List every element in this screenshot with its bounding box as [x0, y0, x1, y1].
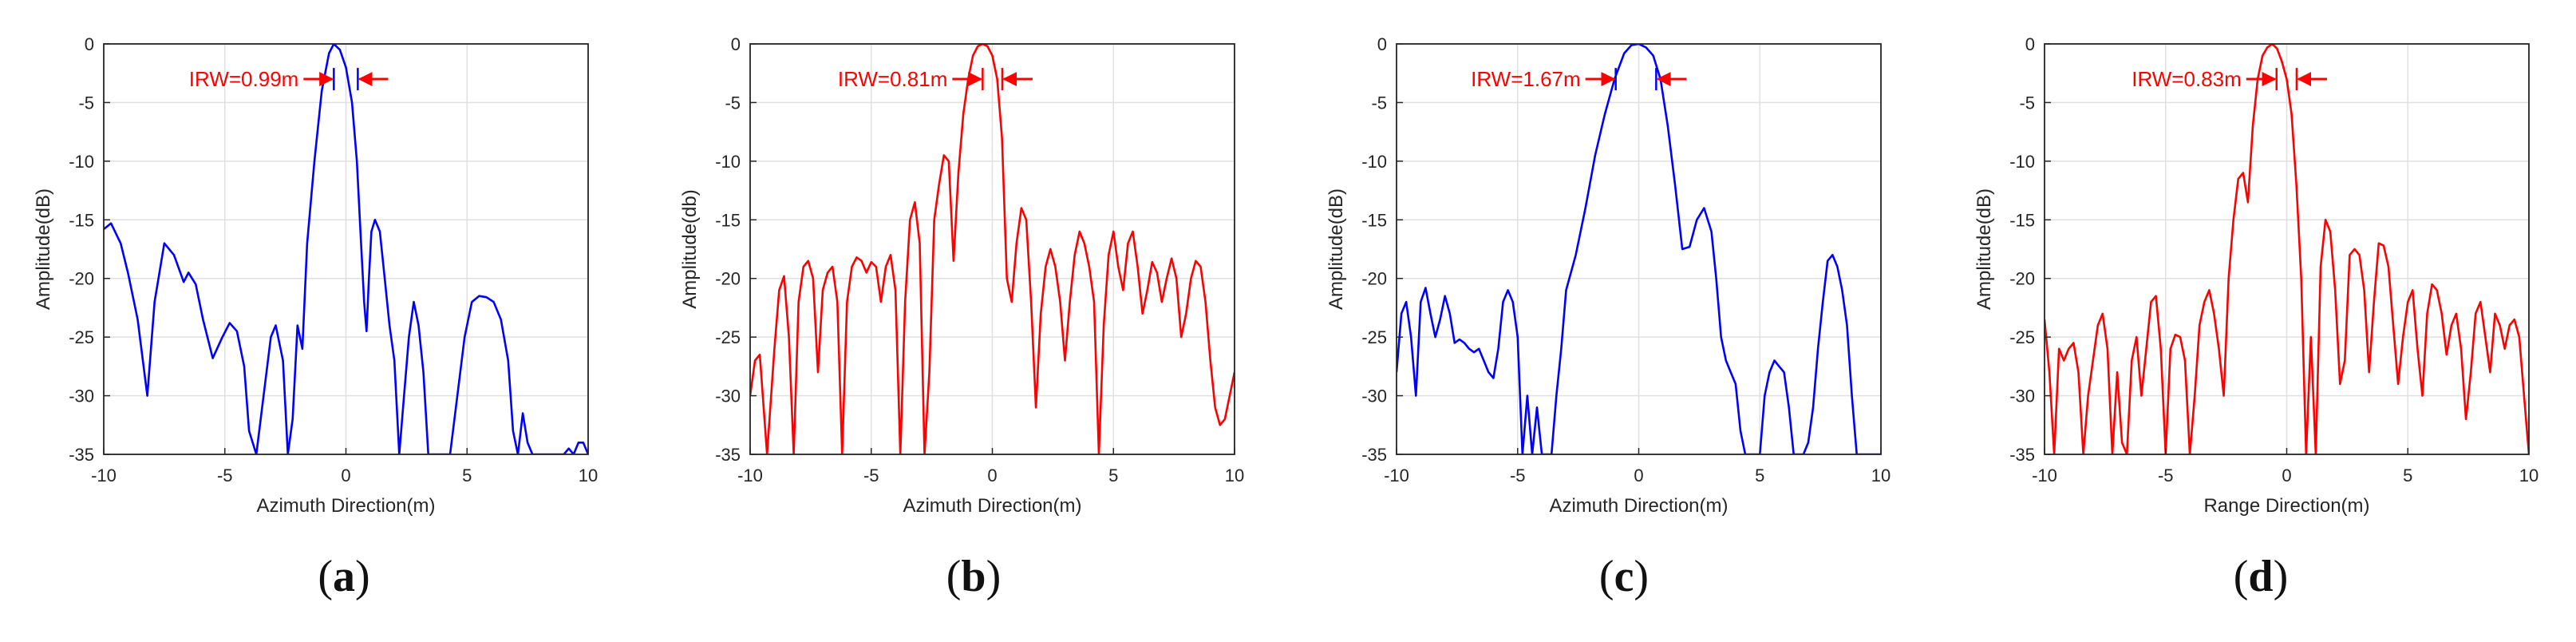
x-axis-label: Range Direction(m)	[2203, 495, 2369, 517]
y-axis-label: Amplitude(dB)	[33, 188, 54, 310]
x-tick-label: -10	[1384, 466, 1409, 485]
x-tick-label: -10	[2032, 466, 2057, 485]
y-tick-label: -15	[69, 210, 94, 230]
y-tick-label: -25	[715, 327, 741, 347]
y-tick-label: -15	[715, 210, 741, 230]
y-tick-label: -10	[69, 152, 94, 172]
x-tick-label: -10	[91, 466, 117, 485]
panel-caption-letter: b	[961, 552, 986, 601]
y-tick-label: -20	[715, 269, 741, 289]
panel-caption-letter: d	[2248, 552, 2274, 601]
x-tick-label: 10	[579, 466, 598, 485]
panel-d: -10 -5 0 5 10 0 -5 -10 -15 -20 -25 -30 -35 Range Dire…	[1973, 34, 2538, 517]
panel-caption-d: (d)	[2233, 552, 2289, 601]
panel-caption-b: (b)	[946, 552, 1002, 601]
panel-b: -10 -5 0 5 10 0 -5 -10 -15 -20 -25 -30 -35 Azimuth Di…	[679, 34, 1244, 517]
panel-caption-letter: c	[1614, 552, 1634, 601]
irw-label: IRW=0.81m	[838, 67, 948, 91]
y-tick-label: 0	[731, 34, 741, 54]
y-tick-label: -5	[2019, 93, 2035, 113]
y-tick-label: 0	[1377, 34, 1387, 54]
panel-c: -10 -5 0 5 10 0 -5 -10 -15 -20 -25 -30 -35 Azimuth Di…	[1326, 34, 1891, 517]
y-tick-label: -10	[2009, 152, 2035, 172]
panel-caption-a: (a)	[318, 552, 370, 601]
y-tick-label: -35	[69, 445, 94, 465]
panel-caption-c: (c)	[1598, 552, 1650, 601]
x-tick-label: -10	[737, 466, 763, 485]
x-axis-label: Azimuth Direction(m)	[903, 495, 1081, 517]
y-tick-label: 0	[2025, 34, 2035, 54]
y-tick-label: -20	[69, 269, 94, 289]
series-line-0	[1397, 44, 1881, 454]
series-line-0	[104, 44, 588, 454]
series-line-0	[2045, 44, 2529, 454]
x-tick-label: 0	[341, 466, 350, 485]
y-axis-label: Amplitude(dB)	[1326, 188, 1347, 310]
x-tick-label: -5	[217, 466, 233, 485]
y-tick-label: -30	[69, 386, 94, 406]
x-tick-label: 0	[987, 466, 997, 485]
y-tick-label: 0	[85, 34, 94, 54]
y-tick-label: -5	[725, 93, 741, 113]
panel-a: -10 -5 0 5 10 0 -5 -10 -15 -20 -25 -30 -35 Azimuth Di…	[33, 34, 598, 517]
x-tick-label: 10	[1225, 466, 1244, 485]
x-tick-label: 0	[1634, 466, 1643, 485]
x-axis-label: Azimuth Direction(m)	[1549, 495, 1728, 517]
x-tick-label: 5	[2403, 466, 2412, 485]
x-tick-label: 10	[1871, 466, 1891, 485]
y-tick-label: -25	[1361, 327, 1387, 347]
y-tick-label: -35	[2009, 445, 2035, 465]
y-tick-label: -15	[1361, 210, 1387, 230]
y-tick-label: -30	[1361, 386, 1387, 406]
series-line-0	[750, 44, 1235, 454]
y-axis-label: Amplitude(db)	[679, 189, 701, 308]
x-tick-label: 5	[462, 466, 472, 485]
x-tick-label: -5	[2158, 466, 2174, 485]
y-tick-label: -25	[69, 327, 94, 347]
x-tick-label: -5	[863, 466, 879, 485]
y-tick-label: -10	[1361, 152, 1387, 172]
x-axis-label: Azimuth Direction(m)	[256, 495, 435, 517]
x-tick-label: 0	[2282, 466, 2291, 485]
x-tick-label: 5	[1755, 466, 1764, 485]
y-tick-label: -10	[715, 152, 741, 172]
x-tick-label: -5	[1510, 466, 1526, 485]
y-tick-label: -35	[1361, 445, 1387, 465]
irw-label: IRW=0.99m	[189, 67, 299, 91]
y-axis-label: Amplitude(dB)	[1973, 188, 1995, 310]
irw-label: IRW=1.67m	[1471, 67, 1581, 91]
y-tick-label: -20	[1361, 269, 1387, 289]
y-tick-label: -25	[2009, 327, 2035, 347]
irw-label: IRW=0.83m	[2132, 67, 2242, 91]
panel-caption-letter: a	[333, 552, 355, 601]
y-tick-label: -15	[2009, 210, 2035, 230]
x-tick-label: 10	[2519, 466, 2538, 485]
y-tick-label: -30	[2009, 386, 2035, 406]
y-tick-label: -35	[715, 445, 741, 465]
y-tick-label: -30	[715, 386, 741, 406]
y-tick-label: -5	[1371, 93, 1387, 113]
x-tick-label: 5	[1108, 466, 1118, 485]
y-tick-label: -20	[2009, 269, 2035, 289]
y-tick-label: -5	[78, 93, 94, 113]
